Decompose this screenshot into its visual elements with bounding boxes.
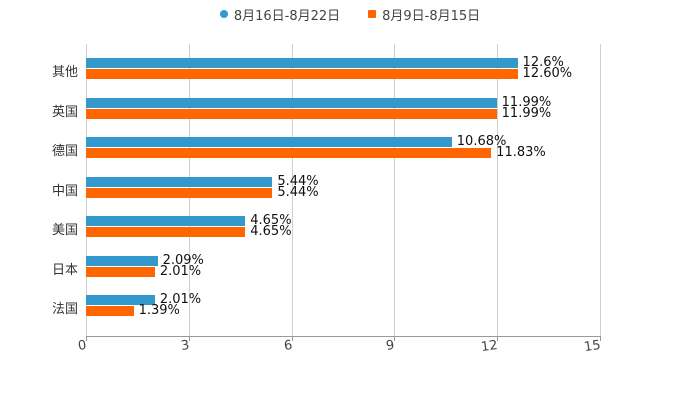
x-tick-label: 3	[179, 337, 191, 354]
x-tick	[394, 336, 396, 341]
x-tick-label: 15	[582, 337, 602, 356]
value-label: 5.44%	[277, 173, 319, 189]
gridline	[599, 44, 601, 336]
category-label: 英国	[51, 104, 78, 120]
bar[interactable]	[86, 58, 518, 68]
value-label: 4.65%	[250, 213, 292, 228]
chart-legend: 8月16日-8月22日 8月9日-8月15日	[0, 5, 700, 24]
value-label: 11.99%	[501, 94, 552, 110]
bar[interactable]	[86, 187, 273, 198]
legend-item-0[interactable]: 8月16日-8月22日	[219, 5, 341, 24]
x-tick	[497, 336, 498, 341]
bar[interactable]	[86, 69, 518, 79]
legend-marker-icon	[219, 10, 228, 18]
value-label: 11.83%	[496, 145, 546, 160]
x-tick	[291, 336, 293, 341]
gridline	[394, 44, 396, 336]
value-label: 12.60%	[522, 66, 573, 81]
x-tick	[188, 336, 190, 341]
x-axis-line	[86, 336, 600, 337]
x-tick	[599, 336, 601, 341]
category-label: 中国	[51, 183, 78, 199]
legend-item-1[interactable]: 8月9日-8月15日	[368, 5, 481, 24]
legend-label: 8月9日-8月15日	[382, 8, 481, 24]
bar[interactable]	[86, 266, 155, 277]
value-label: 10.68%	[456, 134, 507, 149]
legend-marker-icon	[368, 10, 377, 18]
bar[interactable]	[86, 306, 134, 316]
gridline	[497, 44, 498, 336]
bar[interactable]	[86, 176, 273, 187]
gridline	[291, 44, 293, 336]
category-label: 日本	[51, 262, 78, 278]
legend-label: 8月16日-8月22日	[233, 8, 341, 24]
bar[interactable]	[86, 137, 452, 147]
category-label: 德国	[51, 144, 78, 159]
bar[interactable]	[86, 97, 497, 108]
category-label: 其他	[51, 65, 78, 80]
bar[interactable]	[86, 108, 497, 119]
bar[interactable]	[86, 148, 492, 158]
value-label: 12.6%	[522, 55, 564, 70]
category-label: 法国	[51, 302, 78, 317]
x-tick-label: 6	[282, 337, 293, 354]
x-tick-label: 12	[480, 337, 499, 356]
bar[interactable]	[86, 255, 158, 266]
value-label: 1.39%	[138, 303, 180, 318]
value-label: 2.01%	[159, 292, 202, 307]
bar[interactable]	[86, 227, 246, 237]
category-label: 美国	[51, 223, 78, 238]
value-label: 2.09%	[162, 252, 204, 268]
value-label: 5.44%	[277, 184, 319, 200]
value-label: 2.01%	[159, 263, 202, 279]
value-label: 11.99%	[501, 105, 552, 121]
bar[interactable]	[86, 295, 155, 305]
value-label: 4.65%	[250, 224, 292, 239]
x-tick	[86, 336, 87, 341]
bar[interactable]	[86, 216, 246, 226]
